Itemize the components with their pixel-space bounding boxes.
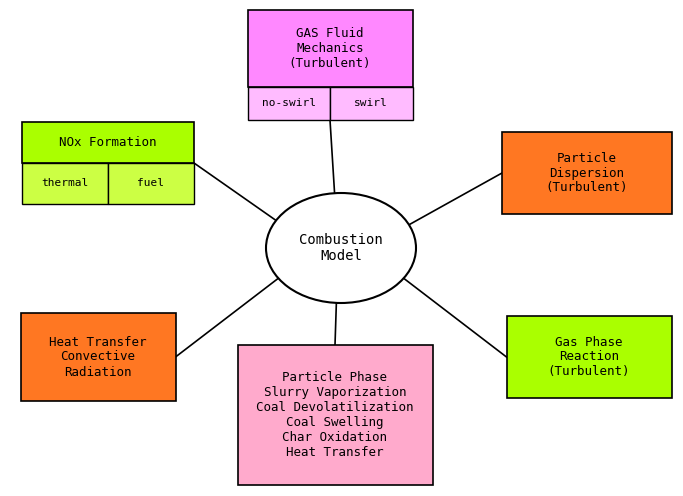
Text: NOx Formation: NOx Formation (59, 136, 157, 149)
FancyBboxPatch shape (507, 316, 671, 398)
FancyBboxPatch shape (20, 313, 176, 401)
Text: fuel: fuel (137, 179, 165, 188)
FancyBboxPatch shape (247, 10, 413, 87)
Text: Particle
Dispersion
(Turbulent): Particle Dispersion (Turbulent) (546, 151, 628, 194)
Text: Combustion
Model: Combustion Model (299, 233, 383, 263)
FancyBboxPatch shape (22, 163, 108, 204)
Text: Heat Transfer
Convective
Radiation: Heat Transfer Convective Radiation (49, 335, 147, 378)
FancyBboxPatch shape (22, 122, 194, 163)
FancyBboxPatch shape (502, 132, 672, 214)
FancyBboxPatch shape (330, 87, 413, 120)
Text: Particle Phase
Slurry Vaporization
Coal Devolatilization
Coal Swelling
Char Oxid: Particle Phase Slurry Vaporization Coal … (256, 371, 414, 459)
Text: no-swirl: no-swirl (262, 99, 316, 109)
Text: thermal: thermal (42, 179, 89, 188)
Text: Gas Phase
Reaction
(Turbulent): Gas Phase Reaction (Turbulent) (548, 335, 630, 378)
FancyBboxPatch shape (238, 345, 432, 485)
Text: GAS Fluid
Mechanics
(Turbulent): GAS Fluid Mechanics (Turbulent) (289, 27, 372, 70)
Text: swirl: swirl (354, 99, 388, 109)
FancyBboxPatch shape (247, 87, 330, 120)
FancyBboxPatch shape (108, 163, 194, 204)
Ellipse shape (266, 193, 416, 303)
